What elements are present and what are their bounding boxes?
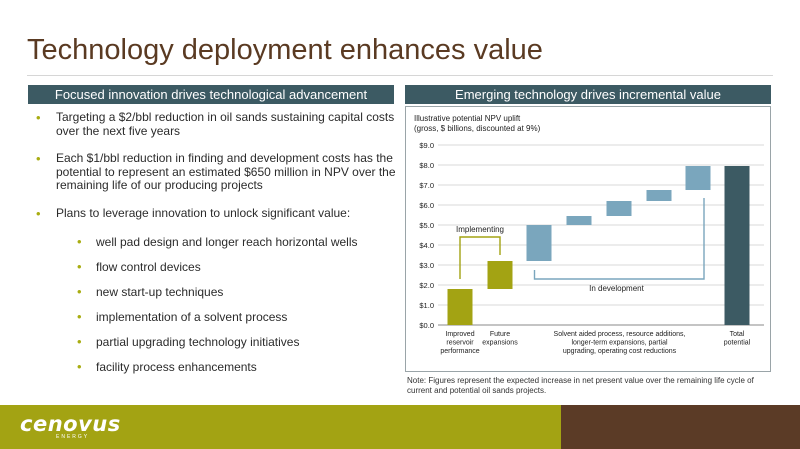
x-category-label: reservoir bbox=[446, 340, 474, 347]
right-panel-header: Emerging technology drives incremental v… bbox=[405, 85, 771, 104]
y-tick-label: $2.0 bbox=[419, 281, 434, 290]
waterfall-chart: Illustrative potential NPV uplift(gross,… bbox=[414, 114, 764, 355]
title-divider bbox=[27, 75, 773, 76]
waterfall-bar bbox=[724, 166, 750, 325]
y-tick-label: $1.0 bbox=[419, 301, 434, 310]
bullet-dot-icon: • bbox=[77, 284, 82, 299]
implementing-bracket bbox=[459, 236, 501, 279]
x-category-label: performance bbox=[440, 348, 479, 355]
waterfall-bar bbox=[646, 190, 672, 201]
x-category-label: Solvent aided process, resource addition… bbox=[554, 331, 686, 338]
in-development-label: In development bbox=[589, 284, 644, 293]
bullet-dot-icon: • bbox=[77, 359, 82, 374]
waterfall-bar bbox=[487, 261, 513, 289]
x-category-label: potential bbox=[724, 340, 751, 347]
waterfall-bar bbox=[685, 166, 711, 190]
sub-bullet-text: flow control devices bbox=[96, 260, 201, 274]
bullet-dot-icon: • bbox=[36, 151, 41, 166]
sub-bullet-item: • facility process enhancements bbox=[30, 359, 402, 375]
cenovus-logo: cenovus bbox=[20, 412, 121, 436]
implementing-label: Implementing bbox=[456, 225, 504, 234]
sub-bullet-text: new start-up techniques bbox=[96, 285, 224, 299]
sub-bullet-text: well pad design and longer reach horizon… bbox=[96, 235, 358, 249]
bullet-item: • Plans to leverage innovation to unlock … bbox=[30, 205, 402, 221]
y-tick-label: $8.0 bbox=[419, 161, 434, 170]
left-panel-header: Focused innovation drives technological … bbox=[28, 85, 394, 104]
y-tick-label: $6.0 bbox=[419, 201, 434, 210]
x-category-label: upgrading, operating cost reductions bbox=[563, 348, 677, 355]
bullet-dot-icon: • bbox=[36, 110, 41, 125]
bullet-text: Plans to leverage innovation to unlock s… bbox=[56, 205, 351, 220]
chart-note: Note: Figures represent the expected inc… bbox=[407, 376, 754, 395]
footer-band-left bbox=[0, 405, 561, 449]
footer-band-right bbox=[561, 405, 800, 449]
y-tick-label: $7.0 bbox=[419, 181, 434, 190]
y-tick-label: $9.0 bbox=[419, 141, 434, 150]
bullet-list: • Targeting a $2/bbl reduction in oil san… bbox=[30, 110, 402, 385]
slide-title: Technology deployment enhances value bbox=[27, 34, 543, 66]
bullet-item: • Targeting a $2/bbl reduction in oil san… bbox=[30, 110, 402, 138]
y-tick-label: $4.0 bbox=[419, 241, 434, 250]
chart-subtitle: (gross, $ billions, discounted at 9%) bbox=[414, 124, 541, 133]
bullet-item: • Each $1/bbl reduction in finding and de… bbox=[30, 151, 402, 193]
x-category-label: Total bbox=[730, 331, 745, 338]
sub-bullet-item: • well pad design and longer reach horizo… bbox=[30, 234, 402, 250]
bullet-dot-icon: • bbox=[36, 205, 41, 221]
cenovus-logo-subtext: ENERGY bbox=[56, 434, 90, 440]
chart-title: Illustrative potential NPV uplift bbox=[414, 114, 521, 123]
x-category-label: expansions bbox=[482, 340, 518, 347]
sub-bullet-item: • implementation of a solvent process bbox=[30, 309, 402, 325]
bullet-dot-icon: • bbox=[77, 234, 82, 249]
bullet-dot-icon: • bbox=[77, 259, 82, 274]
x-category-label: longer-term expansions, partial bbox=[571, 340, 668, 347]
in-development-bracket bbox=[533, 198, 705, 280]
x-category-label: Future bbox=[490, 331, 510, 338]
chart-panel: Illustrative potential NPV uplift (gross,… bbox=[405, 106, 771, 372]
waterfall-bar bbox=[566, 216, 592, 225]
bullet-text: Each $1/bbl reduction in finding and dev… bbox=[56, 151, 396, 192]
y-tick-label: $3.0 bbox=[419, 261, 434, 270]
waterfall-bar bbox=[606, 201, 632, 216]
sub-bullet-text: partial upgrading technology initiatives bbox=[96, 335, 300, 349]
sub-bullet-text: implementation of a solvent process bbox=[96, 310, 288, 324]
sub-bullet-item: • new start-up techniques bbox=[30, 284, 402, 300]
bullet-dot-icon: • bbox=[77, 334, 82, 349]
sub-bullet-text: facility process enhancements bbox=[96, 360, 257, 374]
y-tick-label: $5.0 bbox=[419, 221, 434, 230]
x-category-label: Improved bbox=[445, 331, 474, 338]
waterfall-bar bbox=[447, 289, 473, 325]
bullet-dot-icon: • bbox=[77, 309, 82, 324]
sub-bullet-item: • flow control devices bbox=[30, 259, 402, 275]
y-tick-label: $0.0 bbox=[419, 321, 434, 330]
sub-bullet-item: • partial upgrading technology initiative… bbox=[30, 334, 402, 350]
bullet-text: Targeting a $2/bbl reduction in oil sand… bbox=[56, 110, 395, 138]
waterfall-bar bbox=[526, 225, 552, 261]
